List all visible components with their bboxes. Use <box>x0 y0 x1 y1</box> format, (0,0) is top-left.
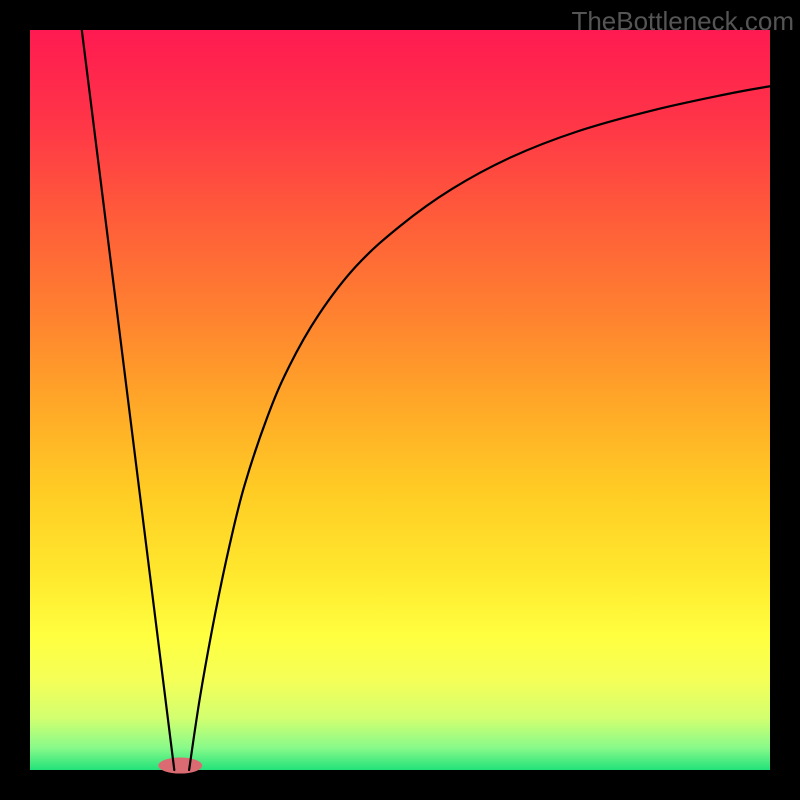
chart-container: TheBottleneck.com <box>0 0 800 800</box>
bottleneck-chart <box>0 0 800 800</box>
